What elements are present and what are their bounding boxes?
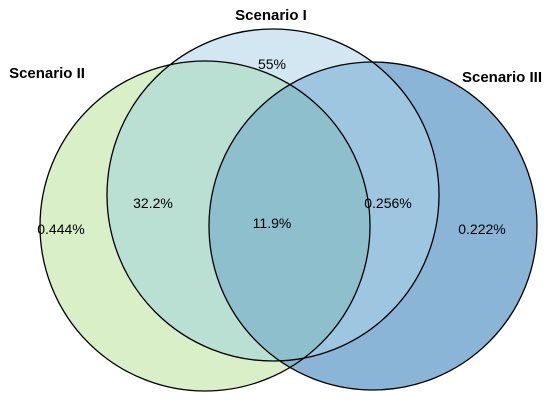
set-i-outline [106,28,440,362]
set-title-scenario-ii: Scenario II [9,65,85,82]
set-title-scenario-i: Scenario I [235,7,307,24]
region-i-iii-value: 0.256% [364,195,411,211]
region-only-ii-value: 0.444% [37,221,84,237]
set-iii-outline [208,61,538,391]
region-i-ii-value: 32.2% [133,195,173,211]
intersection-i-ii-iii-fill [209,62,370,361]
set-ii-outline [39,60,371,392]
region-only-iii-value: 0.222% [458,221,505,237]
region-only-i-value: 55% [258,56,286,72]
set-title-scenario-iii: Scenario III [462,69,542,86]
region-i-ii-iii-value: 11.9% [253,215,292,231]
